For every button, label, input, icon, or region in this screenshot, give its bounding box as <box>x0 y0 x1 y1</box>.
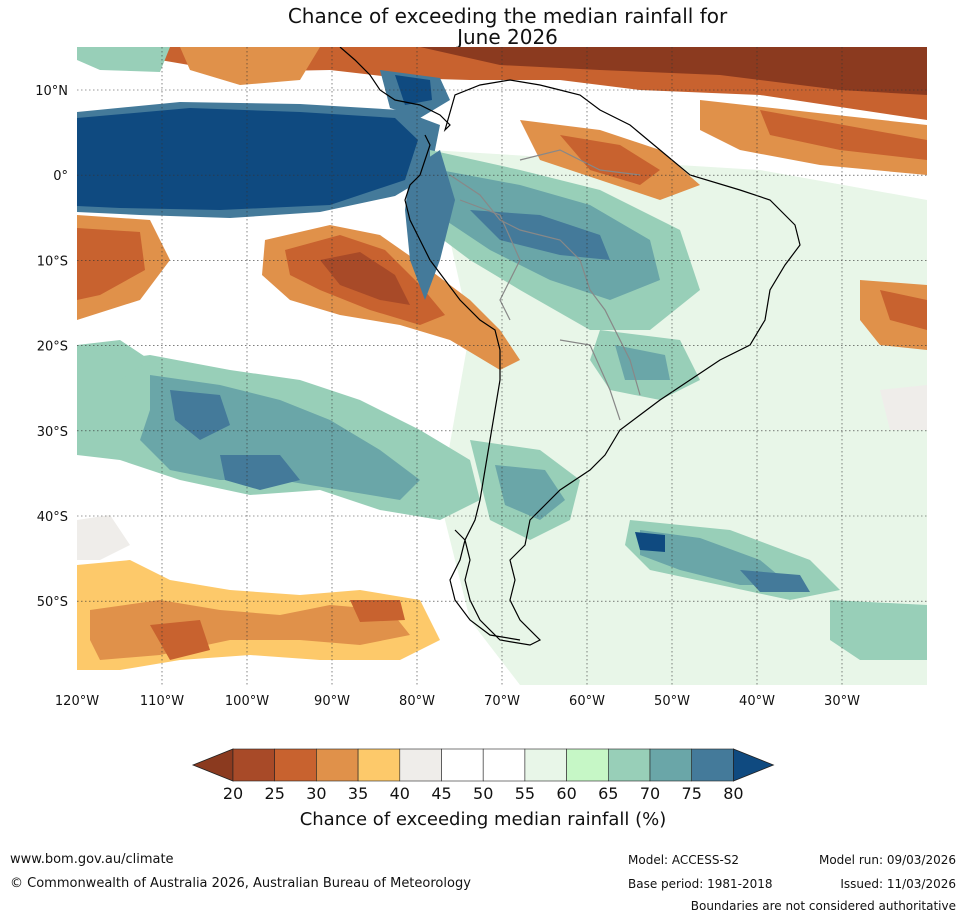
footer-model-run: Model run: 09/03/2026 <box>818 853 956 867</box>
colorbar-segment <box>524 748 567 782</box>
colorbar-tick-label: 75 <box>682 784 702 803</box>
lat-label: 10°S <box>37 254 68 269</box>
colorbar-segment <box>357 748 401 782</box>
lon-label: 120°W <box>55 694 99 709</box>
colorbar-segment <box>649 748 693 782</box>
colorbar-segment <box>274 748 317 782</box>
colorbar-tick-label: 80 <box>723 784 743 803</box>
lon-label: 60°W <box>569 694 605 709</box>
colorbar-extend-high <box>733 748 775 782</box>
colorbar-tick-label: 70 <box>640 784 660 803</box>
footer-copyright: © Commonwealth of Australia 2026, Austra… <box>10 876 471 891</box>
longitude-labels: 120°W 110°W 100°W 90°W 80°W 70°W 60°W 50°W 40°W 3… <box>55 694 860 709</box>
lon-label: 100°W <box>225 694 269 709</box>
colorbar-segment <box>482 748 526 782</box>
colorbar-tick-label: 50 <box>473 784 493 803</box>
lat-label: 0° <box>53 169 68 184</box>
colorbar-tick-label: 65 <box>598 784 618 803</box>
lon-label: 50°W <box>654 694 690 709</box>
colorbar-tick-label: 55 <box>515 784 535 803</box>
colorbar-segment <box>607 748 651 782</box>
colorbar-tick-label: 45 <box>431 784 451 803</box>
lon-label: 70°W <box>484 694 520 709</box>
footer-disclaimer: Boundaries are not considered authoritat… <box>690 899 956 913</box>
colorbar-tick-label: 35 <box>348 784 368 803</box>
colorbar-tick-label: 30 <box>306 784 326 803</box>
coastlines <box>339 47 801 646</box>
lat-label: 10°N <box>35 84 68 99</box>
colorbar-segment <box>399 748 442 782</box>
lon-label: 110°W <box>140 694 184 709</box>
country-borders <box>449 149 641 421</box>
map-title-line1: Chance of exceeding the median rainfall … <box>287 4 728 28</box>
colorbar: 20 25 30 35 40 45 50 55 60 65 70 75 80 <box>191 748 775 803</box>
latitude-labels: 10°N 0° 10°S 20°S 30°S 40°S 50°S <box>35 84 68 610</box>
footer-issued: Issued: 11/03/2026 <box>840 877 956 891</box>
footer-url: www.bom.gov.au/climate <box>10 852 174 867</box>
colorbar-tick-label: 40 <box>390 784 410 803</box>
map-title-line2: June 2026 <box>457 25 558 49</box>
colorbar-tick-label: 20 <box>223 784 243 803</box>
colorbar-tick-label: 25 <box>265 784 285 803</box>
colorbar-segment <box>566 748 609 782</box>
colorbar-segment <box>441 748 484 782</box>
colorbar-segment <box>691 748 734 782</box>
rainfall-probability-field <box>77 47 927 685</box>
lon-label: 90°W <box>314 694 350 709</box>
colorbar-segment <box>232 748 276 782</box>
lat-label: 40°S <box>37 510 68 525</box>
lat-label: 30°S <box>37 425 68 440</box>
footer-base-period: Base period: 1981-2018 <box>628 877 773 891</box>
lon-label: 80°W <box>399 694 435 709</box>
footer-model: Model: ACCESS-S2 <box>628 853 740 867</box>
lon-label: 30°W <box>824 694 860 709</box>
lat-label: 20°S <box>37 340 68 355</box>
colorbar-tick-label: 60 <box>556 784 576 803</box>
lat-label: 50°S <box>37 595 68 610</box>
colorbar-extend-low <box>191 748 234 782</box>
lon-label: 40°W <box>739 694 775 709</box>
colorbar-segment <box>316 748 359 782</box>
map-gridlines <box>77 47 927 685</box>
colorbar-title: Chance of exceeding median rainfall (%) <box>300 809 667 830</box>
